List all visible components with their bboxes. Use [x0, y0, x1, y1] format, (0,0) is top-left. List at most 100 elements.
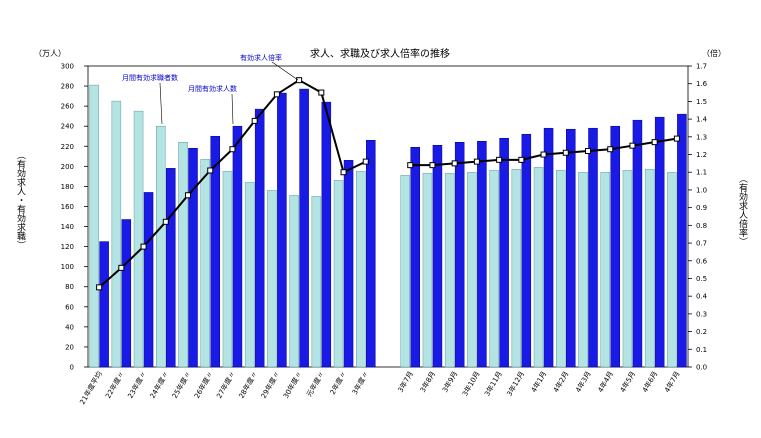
bar-job-openings [321, 101, 332, 368]
bar-job-seekers [244, 182, 255, 368]
bar-job-seekers [422, 173, 433, 368]
bar-job-seekers [533, 167, 544, 368]
right-tick-label: 0.3 [696, 310, 707, 318]
bar-job-openings [410, 147, 420, 368]
bar-job-seekers [222, 171, 233, 368]
category-label: 4年2月 [551, 370, 570, 394]
right-tick-label: 0.7 [696, 240, 707, 248]
left-tick-label: 220 [61, 143, 74, 151]
right-tick-label: 1.3 [696, 133, 707, 141]
ratio-point [607, 146, 614, 153]
bar-job-seekers [622, 170, 633, 368]
bar-job-openings [254, 108, 265, 368]
bar-job-seekers [178, 142, 188, 368]
bar-job-openings [499, 137, 509, 368]
right-tick-label: 0.8 [696, 222, 707, 230]
right-tick-label: 0.4 [696, 293, 708, 301]
left-tick-label: 200 [61, 163, 74, 171]
right-tick-label: 1.5 [696, 98, 707, 106]
ratio-point [96, 284, 103, 291]
right-axis-title: （有効求人倍率） [737, 174, 748, 246]
ratio-point [518, 156, 525, 163]
ratio-point [273, 91, 280, 98]
bar-job-seekers [133, 110, 144, 368]
bar-job-seekers [156, 125, 166, 368]
bar-job-openings [121, 219, 132, 368]
bar-job-openings [343, 160, 354, 368]
left-tick-label: 300 [61, 63, 74, 71]
bar-job-openings [654, 116, 665, 368]
category-label: 元年度〃 [304, 370, 326, 399]
category-label: 2年度〃 [328, 370, 349, 397]
left-tick-label: 280 [61, 83, 74, 91]
bar-job-openings [232, 125, 243, 368]
category-label: 30年度〃 [281, 370, 304, 400]
ratio-point [407, 162, 414, 169]
bar-job-seekers [289, 195, 299, 368]
ratio-point [585, 147, 591, 154]
bar-job-seekers [600, 172, 610, 368]
category-label: 4年4月 [596, 370, 615, 394]
ratio-point [673, 135, 680, 142]
bar-job-openings [477, 141, 487, 368]
right-tick-label: 1.0 [696, 186, 707, 194]
bar-job-seekers [644, 169, 655, 368]
right-tick-label: 1.6 [696, 80, 708, 88]
bar-job-openings [99, 241, 109, 368]
bar-job-seekers [267, 190, 277, 368]
annotation-ratio: 有効求人倍率 [240, 53, 282, 62]
ratio-point [651, 139, 658, 146]
bar-job-openings [432, 145, 443, 368]
left-tick-label: 40 [65, 323, 74, 331]
category-label: 3年12月 [505, 370, 526, 398]
bar-job-seekers [467, 172, 477, 368]
bar-job-openings [210, 135, 220, 368]
left-axis-unit: （万人） [34, 49, 66, 58]
bar-job-openings [366, 139, 376, 368]
right-tick-label: 0.5 [696, 275, 707, 283]
category-label: 23年度〃 [126, 370, 149, 400]
bar-job-openings [143, 192, 154, 368]
ratio-point [296, 77, 303, 84]
bar-job-seekers [333, 180, 344, 368]
ratio-point [207, 167, 214, 174]
right-tick-label: 1.7 [696, 63, 707, 71]
category-label: 3年8月 [418, 370, 437, 394]
bar-job-openings [632, 119, 643, 368]
ratio-point [429, 162, 436, 169]
bar-job-openings [543, 127, 554, 368]
right-tick-label: 1.4 [696, 116, 708, 124]
category-label: 4年7月 [662, 370, 681, 394]
bar-job-seekers [311, 196, 322, 368]
annotation-leader-job-seekers [159, 82, 163, 125]
bar-job-seekers [400, 175, 410, 368]
bar-job-seekers [200, 159, 210, 368]
category-label: 3年7月 [396, 370, 415, 394]
bar-job-seekers [356, 171, 366, 368]
plot-area: 0 20 40 60 80 100 120 140 160 180 200 220 240 260 280 3… [61, 61, 708, 406]
bar-job-seekers [578, 172, 588, 368]
right-tick-label: 0.0 [696, 364, 707, 372]
left-tick-label: 140 [61, 223, 74, 231]
ratio-point [340, 169, 347, 176]
left-tick-label: 60 [65, 303, 74, 311]
ratio-point [473, 158, 480, 165]
bar-job-openings [521, 133, 532, 368]
left-tick-label: 120 [61, 243, 74, 251]
category-label: 4年6月 [640, 370, 659, 394]
bar-job-seekers [511, 169, 522, 368]
bar-job-openings [454, 142, 465, 368]
right-tick-label: 0.9 [696, 204, 707, 212]
left-tick-label: 160 [61, 203, 74, 211]
left-tick-label: 260 [61, 103, 74, 111]
left-tick-label: 100 [61, 263, 74, 271]
category-label: 4年5月 [618, 370, 637, 394]
right-tick-label: 1.2 [696, 151, 707, 159]
category-label: 3年9月 [440, 370, 459, 394]
annotation-job-seekers: 月間有効求職者数 [122, 73, 178, 82]
bar-job-openings [166, 168, 176, 368]
ratio-point [362, 158, 369, 165]
category-label: 3年度〃 [350, 370, 371, 397]
ratio-point [562, 149, 569, 156]
